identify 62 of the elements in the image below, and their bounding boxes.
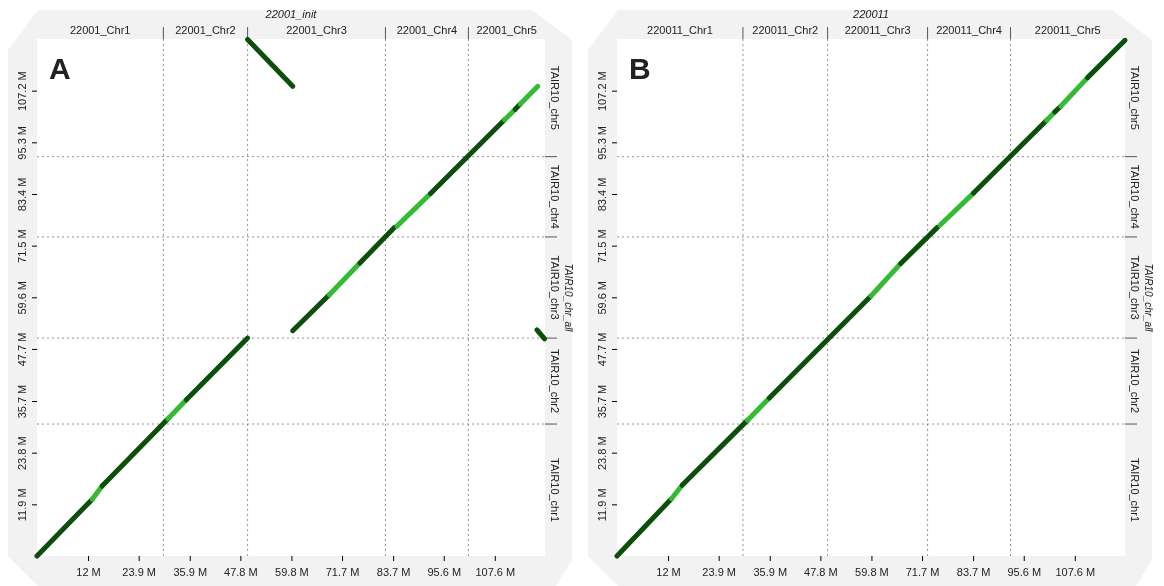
text: 220011_Chr5 xyxy=(1034,24,1101,36)
annotation: A xyxy=(49,52,71,85)
x-tick-label: 95.6 M xyxy=(427,566,462,579)
text: TAIR10_chr2 xyxy=(1129,349,1141,414)
x-tick-label: 107.6 M xyxy=(475,566,516,579)
y-tick-label: 11.9 M xyxy=(595,488,608,522)
text: TAIR10_chr3 xyxy=(549,255,561,320)
y-tick-label: 71.5 M xyxy=(595,229,608,263)
y-tick-label: 35.7 M xyxy=(595,384,608,419)
text: 220011_Chr3 xyxy=(844,24,911,36)
y2-axis-title: TAIR10_chr_all xyxy=(563,263,574,333)
x-tick-label: 35.9 M xyxy=(173,566,208,579)
y2-axis-title: TAIR10_chr_all xyxy=(1143,263,1154,333)
x-tick-label: 107.6 M xyxy=(1055,566,1096,579)
text: TAIR10_chr5 xyxy=(549,65,561,130)
text: 22001_Chr4 xyxy=(396,24,458,36)
x-tick-label: 35.9 M xyxy=(753,566,788,579)
x2-axis-title: 22001_init xyxy=(264,8,318,20)
text: 220011_Chr4 xyxy=(936,24,1002,36)
text: TAIR10_chr4 xyxy=(1129,164,1141,229)
text: 220011_Chr1 xyxy=(647,24,713,36)
y-tick-label: 47.7 M xyxy=(15,332,28,367)
y-tick-label: 83.4 M xyxy=(15,177,28,212)
y-tick-label: 59.6 M xyxy=(15,280,28,315)
y-tick-label: 23.8 M xyxy=(595,436,608,471)
x-tick-label: 59.8 M xyxy=(275,566,309,579)
y-tick-label: 71.5 M xyxy=(15,229,28,263)
text: TAIR10_chr3 xyxy=(1129,255,1141,320)
text: 22001_Chr5 xyxy=(476,24,537,36)
annotation: B xyxy=(629,52,651,85)
x-tick-label: 59.8 M xyxy=(855,566,889,579)
x-tick-label: 83.7 M xyxy=(376,566,411,579)
x-tick-label: 83.7 M xyxy=(956,566,991,579)
x-tick-label: 47.8 M xyxy=(224,566,258,579)
text: 22001_Chr1 xyxy=(69,24,131,36)
text: TAIR10_chr4 xyxy=(549,164,561,229)
x-tick-label: 23.9 M xyxy=(122,566,157,579)
y-tick-label: 11.9 M xyxy=(15,488,28,522)
y-tick-label: 59.6 M xyxy=(595,280,608,315)
x2-axis-title: 220011 xyxy=(852,8,889,20)
y-tick-label: 83.4 M xyxy=(595,177,608,212)
x-tick-label: 71.7 M xyxy=(905,566,940,579)
y-tick-label: 107.2 M xyxy=(15,71,28,112)
y-tick-label: 23.8 M xyxy=(15,436,28,471)
text: TAIR10_chr2 xyxy=(549,349,561,414)
text: TAIR10_chr1 xyxy=(549,458,561,523)
x-tick-label: 95.6 M xyxy=(1007,566,1042,579)
x-tick-label: 12 M xyxy=(76,566,101,579)
text: 22001_Chr3 xyxy=(286,24,347,36)
text: 22001_Chr2 xyxy=(175,24,236,36)
y-tick-label: 95.3 M xyxy=(595,125,608,160)
y-tick-label: 35.7 M xyxy=(15,384,28,419)
x-tick-label: 71.7 M xyxy=(325,566,360,579)
y-tick-label: 95.3 M xyxy=(15,125,28,160)
x-tick-label: 12 M xyxy=(656,566,681,579)
text: TAIR10_chr1 xyxy=(1129,458,1141,523)
text: 220011_Chr2 xyxy=(752,24,819,36)
x-tick-label: 23.9 M xyxy=(702,566,737,579)
y-tick-label: 107.2 M xyxy=(595,71,608,112)
y-tick-label: 47.7 M xyxy=(595,332,608,367)
text: TAIR10_chr5 xyxy=(1129,65,1141,130)
x-tick-label: 47.8 M xyxy=(804,566,838,579)
